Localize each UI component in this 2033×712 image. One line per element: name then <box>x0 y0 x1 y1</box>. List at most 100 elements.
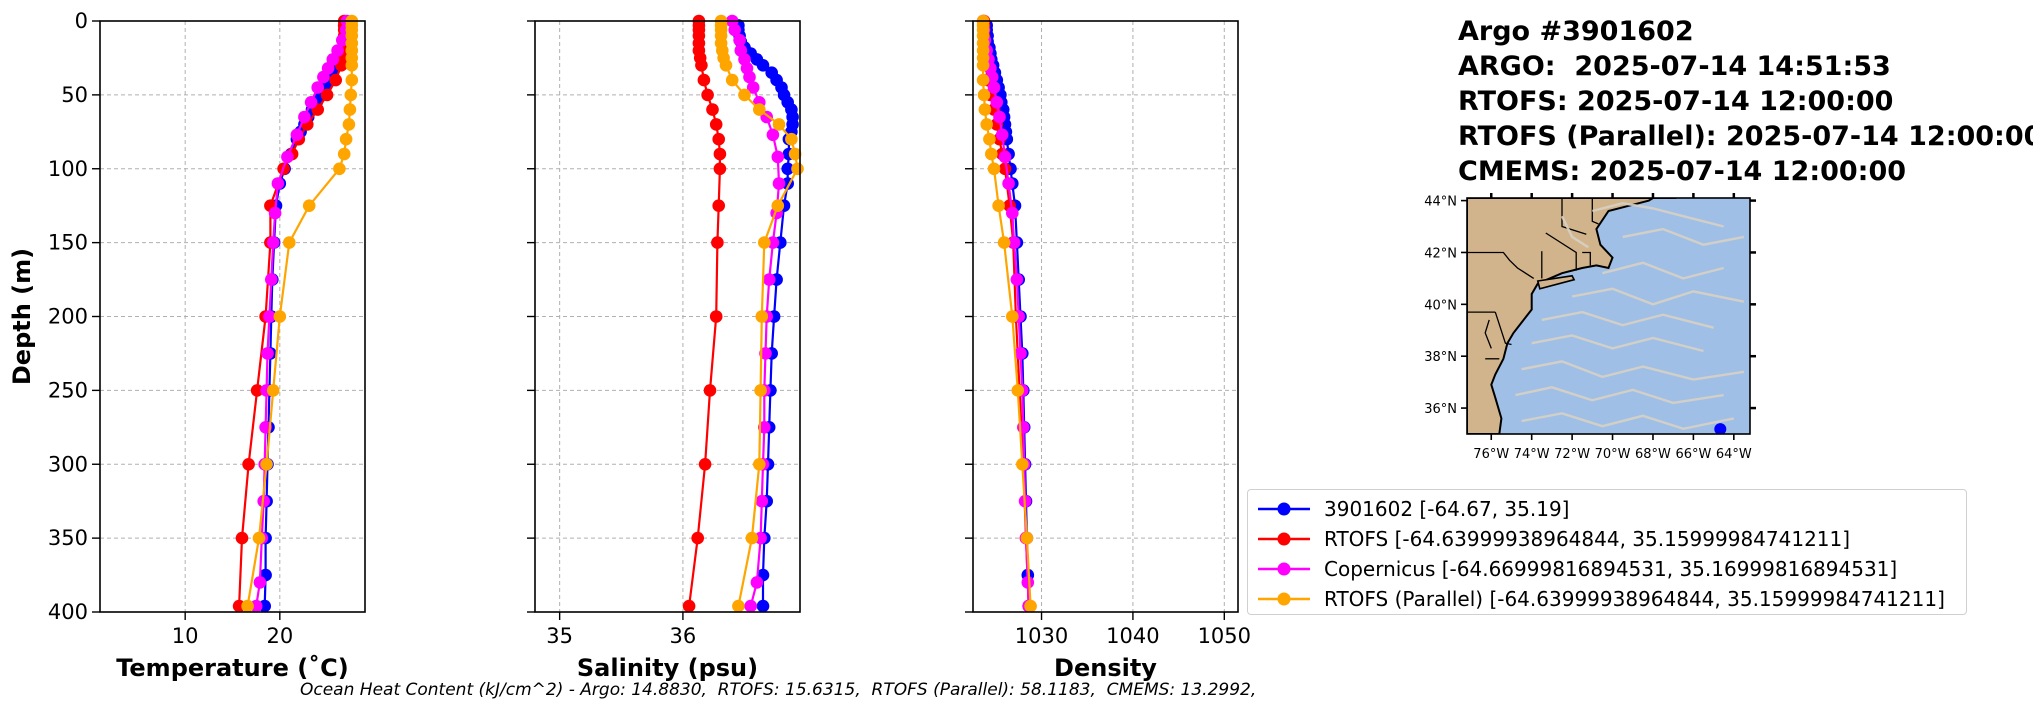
data-point <box>235 531 249 545</box>
data-point <box>732 599 745 613</box>
x-tick-label: 35 <box>546 624 573 648</box>
map-lon-label: 68°W <box>1635 447 1671 462</box>
streamline <box>1560 215 1589 249</box>
x-tick-label: 1040 <box>1106 624 1159 648</box>
series-line-rtofs <box>238 21 346 607</box>
data-point <box>983 132 996 146</box>
title-block: Argo #3901602 ARGO: 2025-07-14 14:51:53 RT… <box>1458 14 2033 189</box>
data-point <box>766 128 780 142</box>
map-lon-label: 70°W <box>1595 447 1631 462</box>
legend-label-argo: 3901602 [-64.67, 35.19] <box>1324 497 1570 521</box>
data-point <box>1007 236 1021 249</box>
data-point <box>998 150 1012 164</box>
streamline <box>1602 261 1724 280</box>
data-point <box>1024 599 1037 613</box>
legend-item-copernicus: Copernicus [-64.66999816894531, 35.16999… <box>1256 554 1958 584</box>
data-point <box>772 118 786 131</box>
data-point <box>758 421 771 434</box>
data-point <box>329 73 343 87</box>
data-point <box>339 132 353 146</box>
y-tick-label: 350 <box>48 526 88 550</box>
streamline <box>1622 227 1745 246</box>
data-point <box>980 118 993 131</box>
legend-label-rtofs-parallel: RTOFS (Parallel) [-64.63999938964844, 35… <box>1324 587 1945 611</box>
map-lat-label: 38°N <box>1424 350 1457 365</box>
map-lat-label: 42°N <box>1424 246 1457 261</box>
legend-swatch-argo <box>1258 502 1310 516</box>
data-point <box>791 162 804 176</box>
legend-item-rtofs: RTOFS [-64.63999938964844, 35.1599998474… <box>1256 524 1958 554</box>
data-point <box>976 59 990 72</box>
state-border <box>1545 232 1577 271</box>
data-point <box>317 70 330 84</box>
x-tick-label: 20 <box>266 624 293 648</box>
state-border <box>1494 311 1512 346</box>
legend-swatch-rtofs-parallel <box>1258 592 1310 606</box>
data-point <box>260 458 273 471</box>
data-point <box>701 88 714 102</box>
data-point <box>987 81 1001 94</box>
data-point <box>266 236 280 249</box>
data-point <box>754 531 767 545</box>
data-point <box>320 88 334 102</box>
data-point <box>746 81 760 94</box>
data-point <box>263 310 276 323</box>
data-point <box>265 273 278 286</box>
data-point <box>304 96 318 109</box>
panel-2: 35 36 Salinity (psu) <box>527 14 804 682</box>
map-lat-label: 40°N <box>1424 298 1457 313</box>
data-point <box>987 162 1001 176</box>
legend-item-rtofs-parallel: RTOFS (Parallel) [-64.63999938964844, 35… <box>1256 584 1958 614</box>
title-argo-id: Argo #3901602 <box>1458 16 1694 47</box>
data-point <box>758 236 771 249</box>
data-point <box>712 132 725 146</box>
state-border <box>1561 198 1587 235</box>
data-point <box>336 33 349 47</box>
data-point <box>1006 206 1019 220</box>
data-point <box>712 199 725 212</box>
data-point <box>978 103 992 116</box>
data-point <box>344 88 358 102</box>
streamline <box>1521 360 1745 381</box>
title-rtofs-time: RTOFS: 2025-07-14 12:00:00 <box>1458 86 1894 117</box>
y-tick-label: 400 <box>48 600 88 624</box>
data-point <box>719 59 733 72</box>
data-point <box>1021 576 1035 589</box>
legend-label-copernicus: Copernicus [-64.66999816894531, 35.16999… <box>1324 557 1898 581</box>
y-tick-label: 0 <box>75 9 88 33</box>
data-point <box>733 33 746 47</box>
data-point <box>750 576 764 589</box>
data-point <box>281 150 294 164</box>
legend-label-rtofs: RTOFS [-64.63999938964844, 35.1599998474… <box>1324 527 1851 551</box>
streamline <box>1531 334 1704 353</box>
title-argo-time: ARGO: 2025-07-14 14:51:53 <box>1458 51 1891 82</box>
streamline <box>1541 310 1714 329</box>
data-point <box>266 384 280 397</box>
data-point <box>998 162 1012 176</box>
legend: 3901602 [-64.67, 35.19] RTOFS [-64.63999… <box>1247 489 1967 615</box>
data-point <box>977 88 991 102</box>
x-axis-label: Salinity (psu) <box>577 654 758 682</box>
x-axis-label: Density <box>1054 654 1157 682</box>
data-point <box>252 531 266 545</box>
legend-swatch-copernicus <box>1258 562 1310 576</box>
data-point <box>333 162 346 176</box>
data-point <box>706 103 719 116</box>
data-point <box>311 81 325 94</box>
data-point <box>772 177 786 190</box>
data-point <box>698 458 712 471</box>
state-border <box>1467 251 1535 279</box>
data-point <box>754 384 767 397</box>
data-point <box>709 118 723 131</box>
data-point <box>713 162 727 176</box>
data-point <box>990 96 1004 109</box>
data-point <box>1011 384 1025 397</box>
data-point <box>1014 347 1027 360</box>
data-point <box>298 110 311 124</box>
streamline <box>1515 386 1724 405</box>
title-cmems-time: CMEMS: 2025-07-14 12:00:00 <box>1458 156 1907 187</box>
legend-swatch-rtofs <box>1258 532 1310 546</box>
argo-float-marker <box>1714 423 1727 434</box>
data-point <box>728 23 741 37</box>
data-point <box>261 347 274 360</box>
